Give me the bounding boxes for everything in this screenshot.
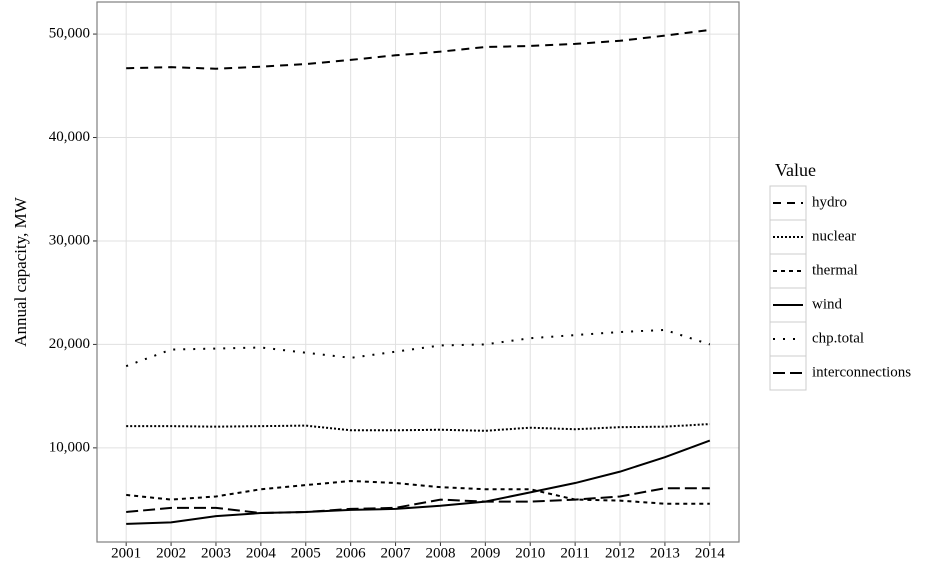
- legend-label: thermal: [812, 262, 858, 278]
- line-series: [126, 487, 710, 515]
- y-tick-label: 40,000: [49, 129, 90, 145]
- legend-label: nuclear: [812, 228, 856, 244]
- x-tick-label: 2002: [156, 545, 186, 561]
- x-tick-label: 2011: [560, 545, 589, 561]
- x-tick-label: 2009: [470, 545, 500, 561]
- legend-title: Value: [775, 160, 816, 180]
- line-series: [126, 439, 711, 525]
- plot-background: [97, 2, 739, 542]
- x-tick-label: 2003: [201, 545, 231, 561]
- y-tick-label: 30,000: [49, 232, 90, 248]
- x-tick-label: 2013: [650, 545, 680, 561]
- line-series: [126, 423, 710, 432]
- x-tick-label: 2008: [425, 545, 455, 561]
- legend-label: wind: [812, 296, 843, 312]
- x-tick-label: 2004: [246, 545, 277, 561]
- y-tick-label: 10,000: [49, 439, 90, 455]
- x-tick-label: 2007: [381, 545, 412, 561]
- y-tick-label: 20,000: [49, 336, 90, 352]
- y-tick-label: 50,000: [49, 26, 90, 42]
- legend-label: chp.total: [812, 330, 864, 346]
- x-tick-label: 2001: [111, 545, 141, 561]
- legend-key: [769, 219, 807, 255]
- legend-label: interconnections: [812, 364, 911, 380]
- x-tick-label: 2014: [695, 545, 726, 561]
- x-tick-label: 2012: [605, 545, 635, 561]
- y-axis-label: Annual capacity, MW: [11, 196, 30, 346]
- x-tick-label: 2006: [336, 545, 367, 561]
- legend-key: [769, 321, 807, 357]
- x-tick-label: 2005: [291, 545, 321, 561]
- line-series: [126, 479, 710, 505]
- x-tick-label: 2010: [515, 545, 545, 561]
- plot-border: [96, 1, 740, 543]
- line-series: [125, 328, 711, 368]
- legend-label: hydro: [812, 194, 847, 210]
